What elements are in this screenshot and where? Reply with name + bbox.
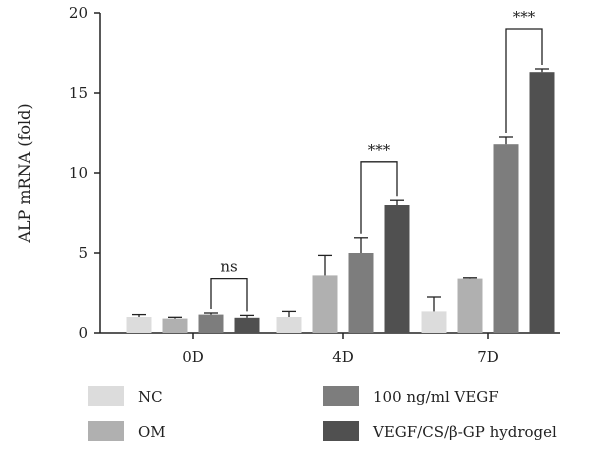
bar-7D-series-0 <box>421 311 447 333</box>
y-tick-label: 5 <box>78 244 88 262</box>
bar-0D-series-2 <box>198 314 224 333</box>
y-tick-label: 0 <box>78 324 88 342</box>
y-tick-label: 10 <box>69 164 88 182</box>
legend-item: NC <box>88 386 163 406</box>
bar-0D-series-3 <box>234 317 260 333</box>
y-tick-label: 20 <box>69 4 88 22</box>
bar-0D-series-1 <box>162 318 188 333</box>
legend-item: 100 ng/ml VEGF <box>323 386 499 406</box>
legend-swatch <box>323 421 359 441</box>
significance-bracket <box>210 277 248 312</box>
bar-0D-series-0 <box>126 317 152 333</box>
bar-4D-series-0 <box>276 317 302 333</box>
x-tick-label: 7D <box>477 348 499 366</box>
bar-4D-series-2 <box>348 253 374 333</box>
significance-label: *** <box>513 8 536 26</box>
significance-label: ns <box>220 258 237 276</box>
bars <box>126 68 555 333</box>
legend-item: OM <box>88 421 166 441</box>
significance-annotations: ns *** *** <box>210 8 543 312</box>
legend-label: NC <box>138 388 163 406</box>
significance-label: *** <box>368 141 391 159</box>
legend-item: VEGF/CS/β-GP hydrogel <box>323 421 557 441</box>
legend-label: OM <box>138 423 166 441</box>
y-tick-label: 15 <box>69 84 88 102</box>
legend: NC OM 100 ng/ml VEGF VEGF/CS/β-GP hydrogel <box>88 386 557 441</box>
bar-4D-series-1 <box>312 275 338 333</box>
bar-4D-series-3 <box>384 205 410 333</box>
legend-swatch <box>323 386 359 406</box>
bar-7D-series-3 <box>529 72 555 333</box>
bar-7D-series-2 <box>493 144 519 333</box>
legend-swatch <box>88 421 124 441</box>
significance-bracket <box>360 161 398 234</box>
x-tick-label: 0D <box>182 348 204 366</box>
legend-swatch <box>88 386 124 406</box>
legend-label: 100 ng/ml VEGF <box>373 388 499 406</box>
x-tick-label: 4D <box>332 348 354 366</box>
bar-7D-series-1 <box>457 278 483 333</box>
legend-label: VEGF/CS/β-GP hydrogel <box>372 423 557 441</box>
significance-bracket <box>505 28 543 133</box>
y-axis-label: ALP mRNA (fold) <box>15 103 34 243</box>
